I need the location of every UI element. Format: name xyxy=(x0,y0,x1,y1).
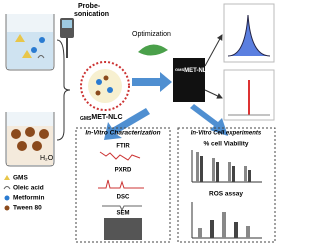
beaker-bottom: H₂O xyxy=(5,112,55,167)
arrow-right xyxy=(132,72,172,92)
item-label: ROS assay xyxy=(209,191,243,198)
result-chart-1 xyxy=(223,3,275,63)
beaker-top xyxy=(5,14,55,71)
nanoparticle xyxy=(80,61,130,111)
arrow xyxy=(204,34,223,67)
result-chart-2 xyxy=(223,69,275,121)
nanoparticle-label: GMSMET-NLC xyxy=(80,114,123,122)
ros-chart xyxy=(191,202,262,239)
probe-sonicator xyxy=(60,18,74,58)
label-name: MET-NLC xyxy=(91,114,122,121)
graphical-abstract: H₂O Probe- sonication GMSMET-NLC Optimiz… xyxy=(3,3,276,243)
box-title: In-Vitro Cell experiments xyxy=(191,131,262,137)
legend-label: GMS xyxy=(13,175,28,182)
page: {"process":{"probe":"Probe-","sonication… xyxy=(3,2,276,243)
probe-label: Probe- xyxy=(78,3,101,10)
product-label: GMSMET-NLC xyxy=(175,67,211,74)
bracket xyxy=(56,39,71,141)
item-label: FTIR xyxy=(116,144,130,150)
sonication-label: sonication xyxy=(74,11,109,18)
item-label: SEM xyxy=(116,211,129,217)
optimization-label: Optimization xyxy=(132,31,171,38)
item-label: % cell Viability xyxy=(203,141,248,148)
arrow xyxy=(204,89,223,99)
box-title: In-Vitro Characterization xyxy=(85,130,160,137)
product-image xyxy=(173,58,205,102)
label-prefix: GMS xyxy=(80,116,92,122)
legend-label: Tween 80 xyxy=(13,205,42,212)
label-name: MET-NLC xyxy=(184,68,211,74)
legend-label: Metformin xyxy=(13,195,44,202)
water-label: H₂O xyxy=(40,155,54,162)
legend: GMS Oleic acid Metformin Tween 80 xyxy=(3,175,44,212)
item-label: PXRD xyxy=(115,168,132,174)
arrow-down-left xyxy=(104,108,150,140)
dsc-plot xyxy=(102,205,142,212)
ftir-plot xyxy=(99,151,141,161)
label-prefix: GMS xyxy=(175,67,184,72)
optimization-image xyxy=(138,44,168,56)
sem-image xyxy=(104,218,142,240)
legend-label: Oleic acid xyxy=(13,185,44,192)
item-label: DSC xyxy=(117,195,130,201)
cell-box xyxy=(177,127,276,243)
viability-chart xyxy=(191,150,262,183)
pxrd-plot xyxy=(98,179,144,189)
